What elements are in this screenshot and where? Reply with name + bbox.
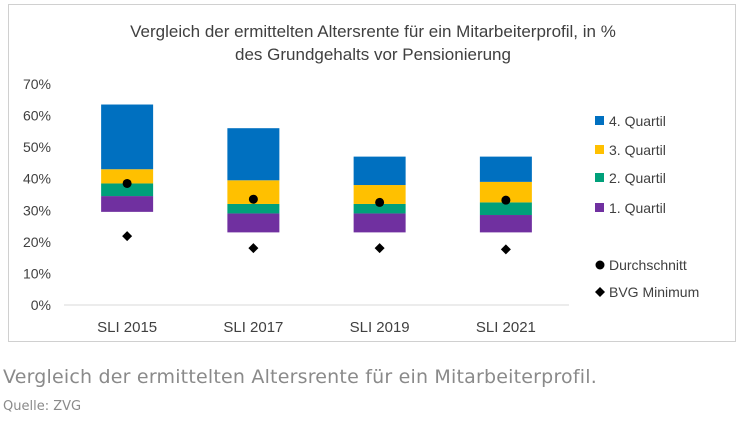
figure-caption: Vergleich der ermittelten Altersrente fü… <box>3 366 597 388</box>
bar-4-quartil-2 <box>353 156 406 186</box>
y-tick-label: 40% <box>23 171 51 187</box>
bar-1-quartil-2 <box>353 213 406 233</box>
marker-durchschnitt <box>248 194 258 204</box>
legend-diamond-marker <box>595 287 605 297</box>
x-category-label: SLI 2021 <box>476 319 536 336</box>
marker-bvg-minimum <box>500 244 511 255</box>
legend-swatch <box>595 145 604 154</box>
y-tick-label: 50% <box>23 139 51 155</box>
legend-label: BVG Minimum <box>609 284 699 300</box>
y-tick-label: 70% <box>23 76 51 92</box>
legend-label: Durchschnitt <box>609 257 687 273</box>
marker-bvg-minimum <box>248 243 259 254</box>
y-tick-label: 20% <box>23 234 51 250</box>
y-tick-label: 0% <box>31 297 51 313</box>
bar-2-quartil-1 <box>227 203 280 214</box>
marker-bvg-minimum <box>374 243 385 254</box>
bar-1-quartil-0 <box>101 196 154 212</box>
x-category-label: SLI 2019 <box>350 319 410 336</box>
legend-swatch <box>595 116 604 125</box>
chart-title-line: Vergleich der ermittelten Altersrente fü… <box>130 22 616 41</box>
chart-container: Vergleich der ermittelten Altersrente fü… <box>8 4 736 342</box>
x-category-label: SLI 2015 <box>97 319 157 336</box>
bar-3-quartil-1 <box>227 180 280 204</box>
y-tick-label: 30% <box>23 202 51 218</box>
bar-4-quartil-1 <box>227 128 280 181</box>
bar-3-quartil-2 <box>353 185 406 204</box>
marker-bvg-minimum <box>122 231 133 242</box>
bar-2-quartil-3 <box>479 202 532 216</box>
legend-circle-marker <box>595 260 605 270</box>
legend-label: 4. Quartil <box>609 113 666 129</box>
x-category-label: SLI 2017 <box>223 319 283 336</box>
chart-title-line: des Grundgehalts vor Pensionierung <box>235 45 511 64</box>
bar-4-quartil-3 <box>479 156 532 182</box>
legend-swatch <box>595 203 604 212</box>
marker-durchschnitt <box>122 178 132 188</box>
legend-label: 2. Quartil <box>609 170 666 186</box>
figure-source: Quelle: ZVG <box>3 399 82 414</box>
bar-1-quartil-1 <box>227 213 280 233</box>
bar-1-quartil-3 <box>479 215 532 233</box>
legend-label: 3. Quartil <box>609 142 666 158</box>
y-tick-label: 60% <box>23 108 51 124</box>
legend-label: 1. Quartil <box>609 200 666 216</box>
marker-durchschnitt <box>375 197 385 207</box>
bar-3-quartil-0 <box>101 169 154 184</box>
chart-svg: Vergleich der ermittelten Altersrente fü… <box>23 22 699 336</box>
y-tick-label: 10% <box>23 265 51 281</box>
legend-swatch <box>595 173 604 182</box>
bar-4-quartil-0 <box>101 104 154 170</box>
bar-2-quartil-2 <box>353 203 406 214</box>
marker-durchschnitt <box>501 195 511 205</box>
bar-3-quartil-3 <box>479 181 532 203</box>
bar-2-quartil-0 <box>101 183 154 197</box>
